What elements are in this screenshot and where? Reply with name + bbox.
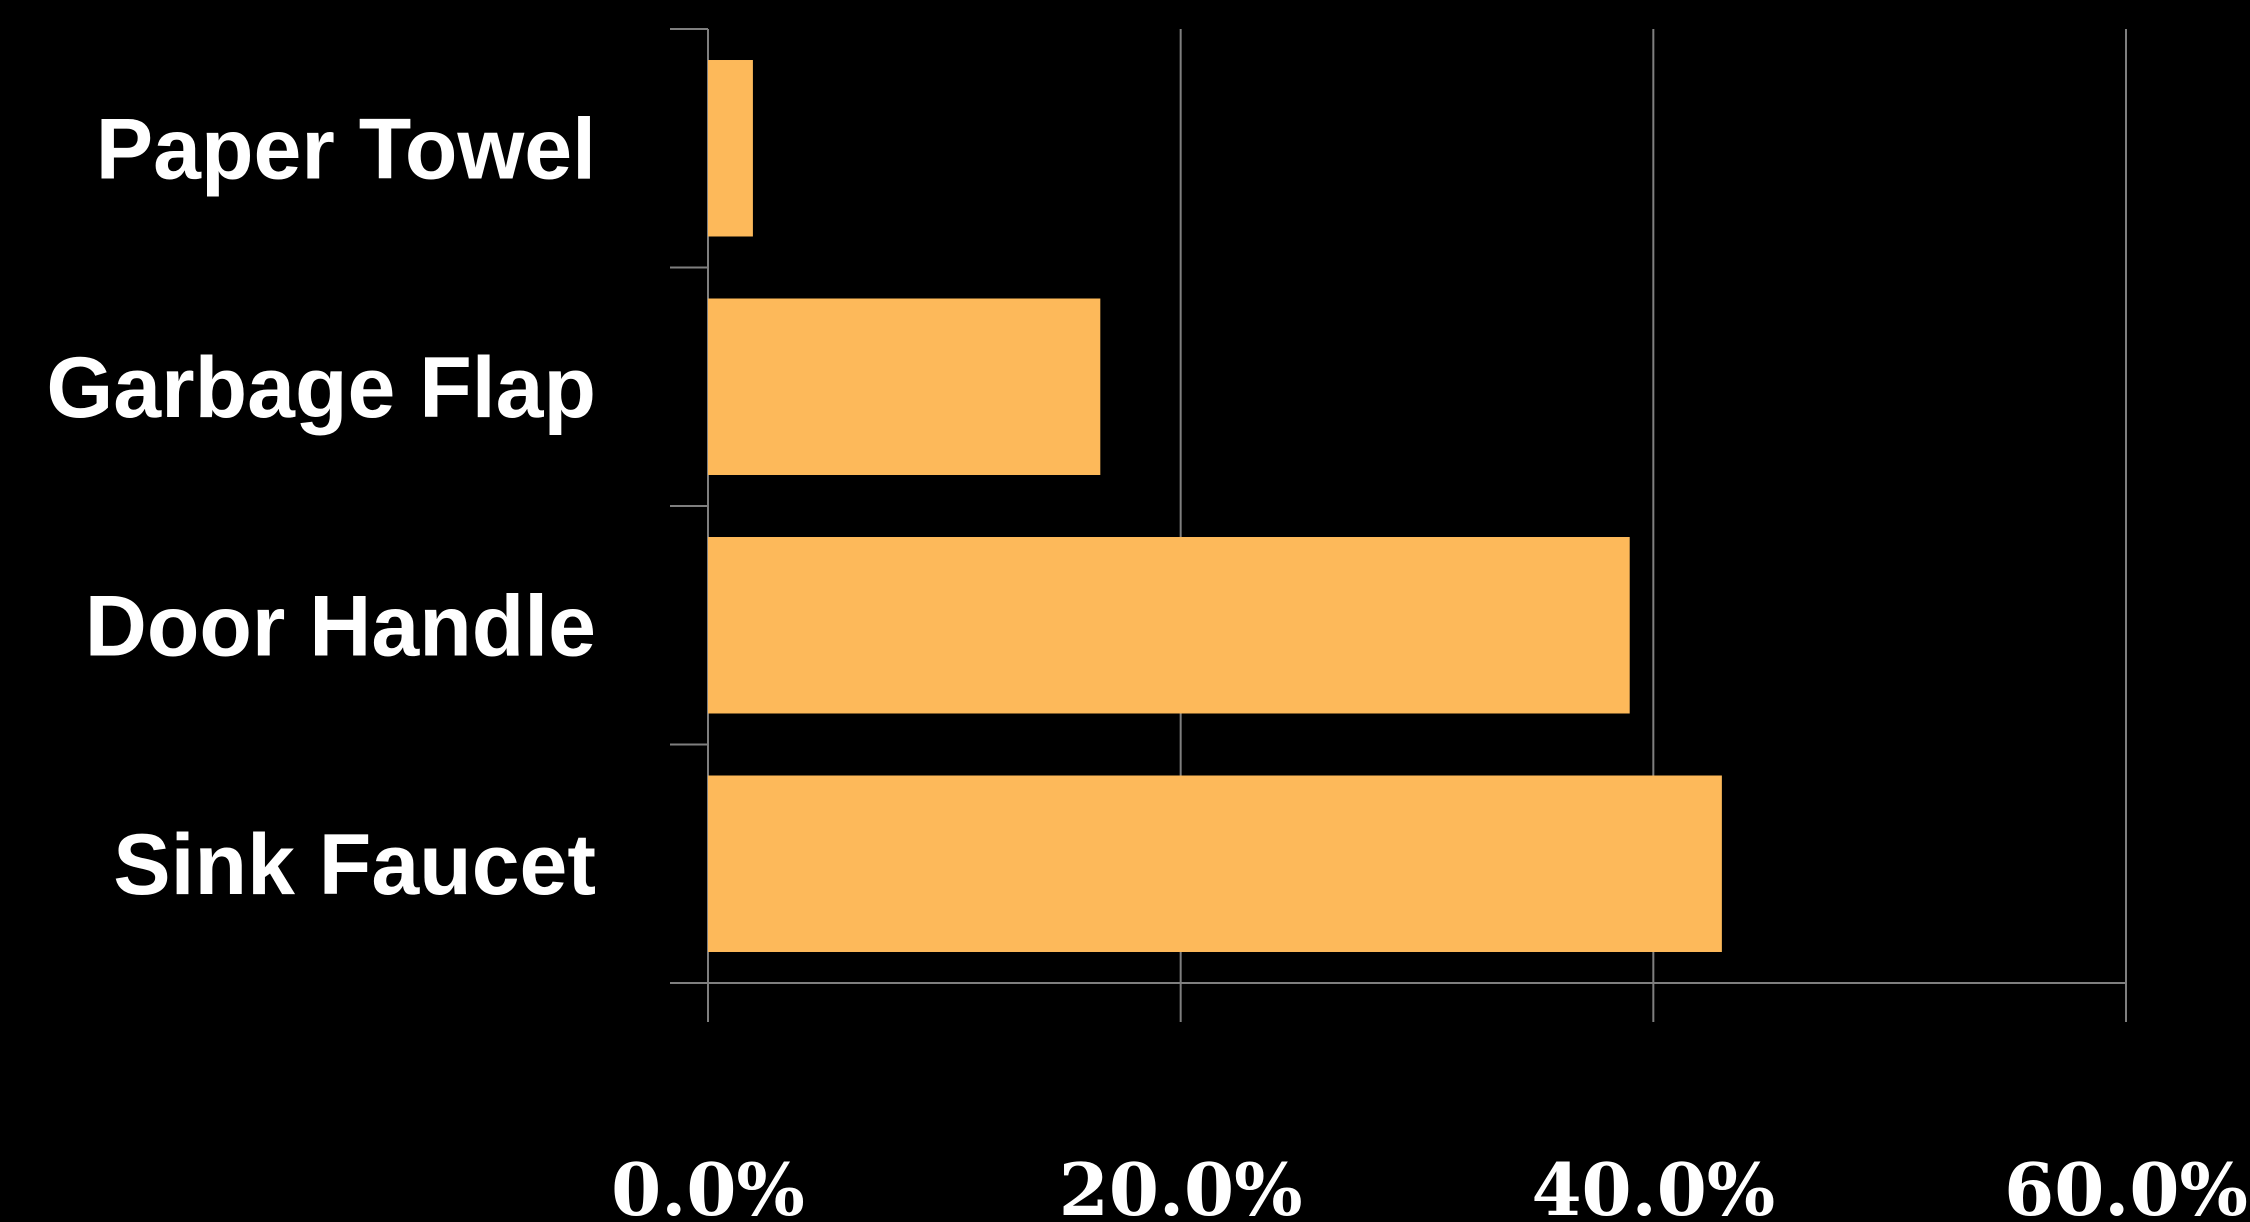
category-label: Sink Faucet	[113, 817, 596, 913]
bar-garbage-flap	[708, 298, 1101, 475]
category-labels: Sink Faucet Door Handle Garbage Flap Paper …	[46, 101, 596, 913]
category-label: Garbage Flap	[46, 340, 596, 436]
x-tick-label: 20.0%	[1059, 1147, 1303, 1222]
bars	[708, 60, 1722, 952]
bar-sink-faucet	[708, 775, 1722, 952]
category-label: Paper Towel	[96, 101, 596, 197]
x-tick-label: 0.0%	[611, 1147, 805, 1222]
bar-door-handle	[708, 537, 1630, 714]
x-tick-label: 40.0%	[1531, 1147, 1775, 1222]
category-label: Door Handle	[85, 578, 596, 674]
x-tick-label: 60.0%	[2004, 1147, 2248, 1222]
bar-paper-towel	[708, 60, 753, 237]
x-tick-labels: 0.0% 20.0% 40.0% 60.0%	[611, 1147, 2248, 1222]
